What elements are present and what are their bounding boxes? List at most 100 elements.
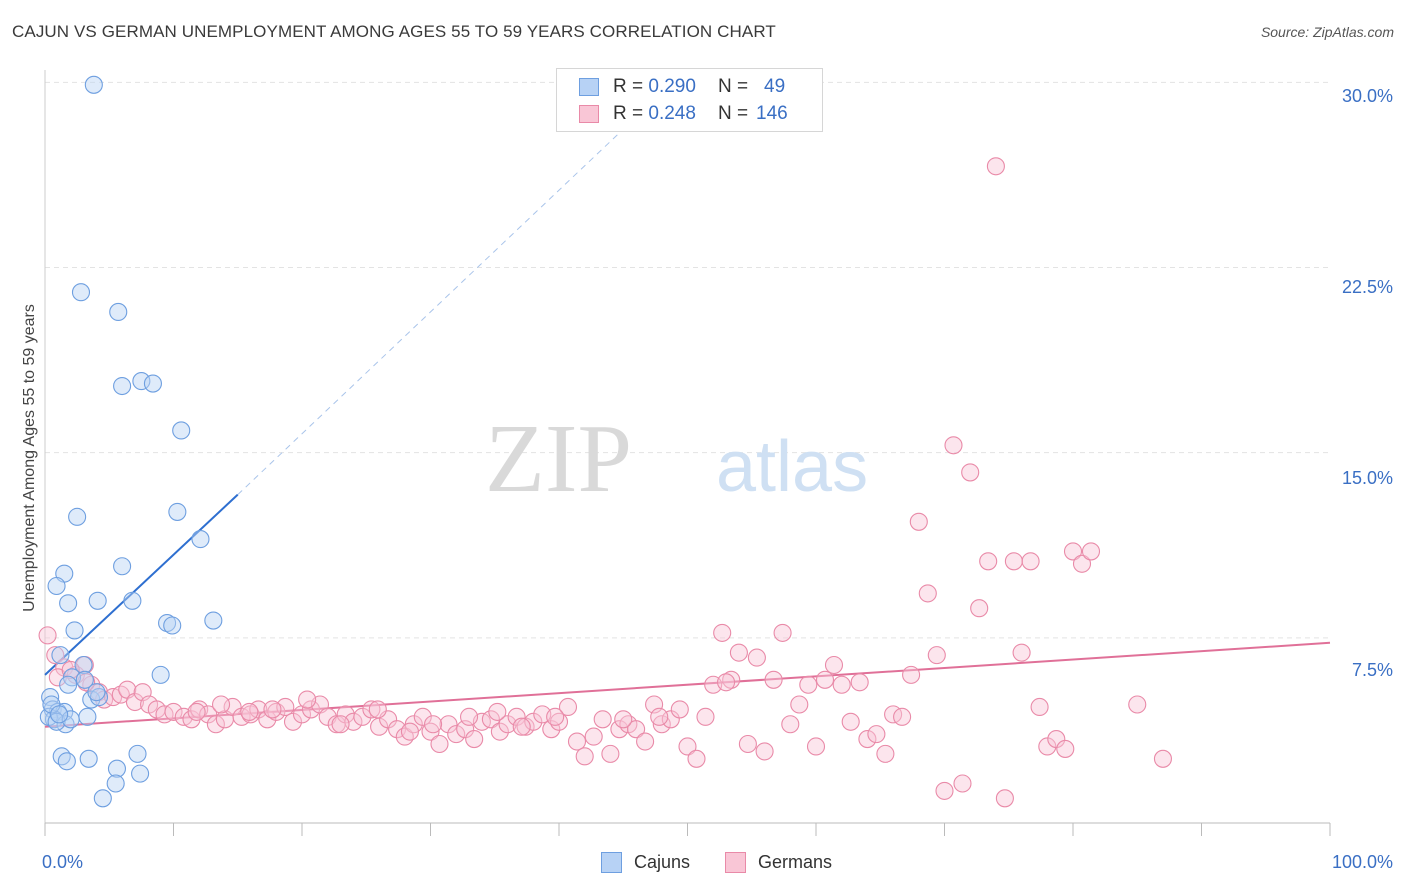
germans-point — [558, 697, 578, 717]
cajuns-point — [47, 576, 66, 596]
legend-item-cajuns[interactable]: Cajuns — [601, 852, 690, 873]
germans-legend-swatch — [725, 852, 746, 873]
germans-point — [430, 734, 449, 754]
germans-point — [575, 747, 594, 766]
germans-point — [773, 623, 792, 642]
cajuns-point — [84, 75, 103, 94]
germans-point — [650, 707, 669, 726]
germans-point — [362, 700, 381, 719]
germans-point — [190, 700, 209, 719]
germans-point — [815, 670, 835, 689]
cajuns-point — [61, 710, 80, 729]
germans-point — [199, 705, 218, 724]
cajuns-point — [87, 683, 106, 702]
germans-point — [421, 722, 440, 741]
germans-point — [546, 707, 565, 726]
germans-point — [1128, 695, 1147, 714]
germans-r-value: 0.248 — [648, 103, 696, 124]
germans-point — [806, 737, 826, 756]
cajuns-legend-label: Cajuns — [634, 852, 691, 872]
germans-point — [187, 702, 206, 721]
germans-point — [223, 697, 242, 717]
germans-point — [125, 692, 144, 712]
cajuns-swatch — [579, 78, 599, 96]
cajuns-point — [52, 747, 71, 766]
cajuns-point — [57, 752, 76, 771]
germans-point — [400, 722, 419, 741]
cajuns-point — [88, 591, 107, 610]
cajuns-point — [172, 421, 191, 440]
data-points — [38, 75, 1172, 808]
cajuns-point — [143, 374, 162, 393]
chart-title: CAJUN VS GERMAN UNEMPLOYMENT AMONG AGES … — [12, 22, 776, 41]
cajuns-n-value: 49 — [764, 76, 786, 97]
germans-point — [909, 512, 928, 531]
germans-point — [512, 717, 531, 736]
germans-point — [465, 730, 484, 749]
germans-point — [240, 702, 259, 721]
cajuns-point — [47, 712, 66, 731]
germans-point — [584, 727, 603, 746]
germans-point — [1030, 697, 1049, 717]
germans-point — [944, 436, 963, 455]
series-legend: Cajuns Germans — [0, 852, 1406, 876]
germans-point — [986, 157, 1005, 176]
germans-point — [764, 670, 783, 689]
germans-point — [876, 744, 895, 763]
germans-point — [893, 707, 912, 726]
germans-point — [1012, 643, 1031, 662]
germans-point — [670, 700, 689, 719]
germans-point — [614, 710, 633, 729]
cajuns-point — [65, 621, 84, 640]
legend-item-germans[interactable]: Germans — [725, 852, 832, 873]
germans-point — [298, 690, 317, 709]
germans-point — [413, 707, 432, 726]
germans-legend-label: Germans — [758, 852, 833, 872]
germans-point — [447, 725, 466, 744]
germans-point — [755, 742, 774, 761]
cajuns-trend-extension — [237, 128, 624, 496]
cajuns-point — [59, 675, 78, 694]
cajuns-r-value: 0.290 — [648, 76, 696, 97]
germans-point — [211, 695, 231, 714]
germans-point — [961, 463, 980, 482]
germans-n-value: 146 — [756, 103, 788, 124]
germans-point — [867, 725, 886, 744]
cajuns-point — [74, 655, 93, 675]
germans-point — [424, 715, 443, 734]
correlation-legend: R = 0.290 N = 49 R = 0.248 N = 146 — [556, 68, 823, 132]
germans-swatch — [579, 105, 599, 123]
n-label: N = — [717, 76, 749, 97]
y-tick-label: 7.5% — [1351, 660, 1393, 680]
x-tick-label-max: 100.0% — [1331, 852, 1393, 872]
cajuns-point — [131, 764, 150, 783]
germans-point — [498, 715, 517, 734]
germans-point — [459, 707, 479, 726]
r-label: R = — [613, 76, 644, 97]
legend-row-cajuns: R = 0.290 N = 49 — [579, 75, 785, 99]
germans-point — [627, 720, 646, 739]
watermark: ZIP atlas — [485, 405, 868, 513]
germans-point — [661, 710, 680, 729]
cajuns-point — [158, 613, 177, 633]
germans-point — [927, 646, 946, 665]
cajuns-point — [89, 688, 109, 707]
cajuns-point — [79, 749, 98, 768]
germans-point — [713, 623, 732, 642]
germans-point — [995, 789, 1014, 808]
x-axis — [44, 70, 1331, 836]
germans-point — [46, 646, 65, 665]
cajuns-point — [71, 283, 91, 302]
germans-point — [918, 584, 937, 603]
germans-point — [747, 648, 766, 667]
germans-point — [481, 710, 500, 729]
germans-point — [263, 700, 282, 719]
germans-point — [858, 730, 877, 749]
cajuns-point — [113, 557, 132, 576]
cajuns-point — [106, 774, 125, 793]
germans-point — [488, 702, 507, 721]
grid-lines — [45, 81, 1330, 639]
germans-point — [1153, 749, 1172, 768]
germans-point — [696, 707, 715, 726]
cajuns-point — [168, 502, 187, 521]
